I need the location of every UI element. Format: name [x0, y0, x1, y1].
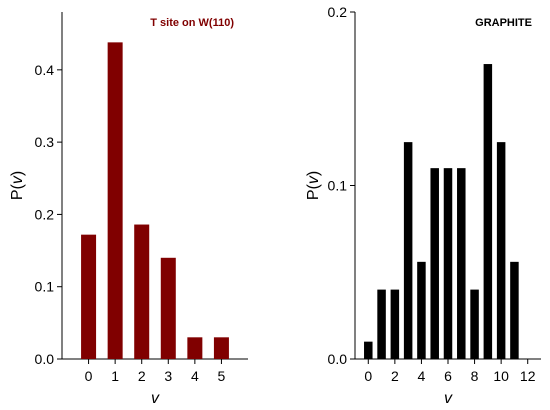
x-tick-label: 4 [418, 368, 426, 384]
y-tick-label: 0.1 [35, 279, 55, 295]
x-tick-label: 3 [164, 368, 172, 384]
y-axis-label-suffix: ) [305, 171, 322, 176]
bar [457, 168, 466, 359]
bar [496, 142, 506, 359]
bar [510, 261, 519, 359]
y-axis-label-suffix: ) [9, 171, 26, 176]
bar [81, 234, 97, 359]
y-tick-label: 0.0 [35, 351, 55, 367]
x-tick-label: 0 [85, 368, 93, 384]
x-tick-label: 2 [391, 368, 399, 384]
bar [417, 261, 426, 359]
x-tick-label: 6 [444, 368, 452, 384]
x-tick-label: 8 [471, 368, 479, 384]
chart-title: T site on W(110) [150, 17, 234, 29]
x-axis-label: v [444, 390, 453, 407]
bar [107, 42, 123, 360]
bar [213, 337, 229, 359]
y-tick-label: 0.2 [328, 4, 348, 20]
y-tick-label: 0.0 [328, 351, 348, 367]
bar [390, 289, 400, 359]
bar [403, 142, 413, 359]
x-tick-label: 2 [138, 368, 146, 384]
y-axis-label: P(v) [305, 171, 322, 200]
y-axis-label-prefix: P( [9, 183, 26, 200]
y-tick-label: 0.4 [35, 62, 55, 78]
bar [430, 168, 439, 359]
bar [187, 337, 203, 359]
x-tick-label: 5 [218, 368, 226, 384]
bar [443, 168, 453, 359]
x-tick-label: 0 [364, 368, 372, 384]
y-axis-label-var: v [305, 175, 322, 184]
x-tick-label: 1 [111, 368, 119, 384]
y-tick-label: 0.3 [35, 134, 55, 150]
x-tick-label: 4 [191, 368, 199, 384]
bar [483, 64, 493, 360]
bar [377, 289, 386, 359]
bar [134, 224, 150, 359]
y-axis-label-var: v [9, 175, 26, 184]
chart-title: GRAPHITE [475, 17, 532, 29]
y-tick-label: 0.2 [35, 206, 55, 222]
bar [160, 257, 176, 359]
chart-panel-1: 0.00.10.20.30.40 1 2 3 4 5T site on W(110)vP(… [9, 12, 248, 407]
x-tick-label: 12 [520, 368, 536, 384]
x-axis-label: v [151, 390, 160, 407]
y-axis-label-prefix: P( [305, 183, 322, 200]
bar [364, 341, 373, 359]
y-axis-label: P(v) [9, 171, 26, 200]
y-tick-label: 0.1 [328, 178, 348, 194]
bar [470, 289, 479, 359]
x-tick-label: 10 [493, 368, 509, 384]
